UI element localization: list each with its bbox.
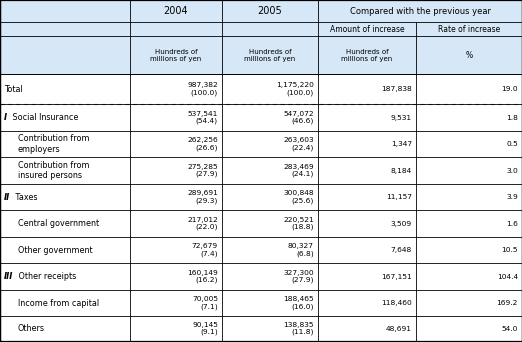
- Text: 300,848
(25.6): 300,848 (25.6): [283, 190, 314, 204]
- Text: II: II: [4, 193, 10, 201]
- Bar: [0, 22, 522, 36]
- Text: 7,648: 7,648: [391, 247, 412, 253]
- Text: 537,541
(54.4): 537,541 (54.4): [187, 111, 218, 124]
- Text: 1.6: 1.6: [506, 221, 518, 227]
- Text: 547,072
(46.6): 547,072 (46.6): [283, 111, 314, 124]
- Text: 262,256
(26.6): 262,256 (26.6): [187, 137, 218, 151]
- Bar: [0, 316, 522, 341]
- Bar: [0, 290, 522, 316]
- Text: Contribution from
insured persons: Contribution from insured persons: [18, 161, 89, 180]
- Text: 3.0: 3.0: [506, 168, 518, 174]
- Bar: [0, 74, 522, 104]
- Text: Other receipts: Other receipts: [16, 272, 76, 281]
- Text: Contribution from
employers: Contribution from employers: [18, 134, 89, 154]
- Text: Total: Total: [4, 85, 23, 94]
- Bar: [0, 36, 522, 74]
- Text: Taxes: Taxes: [13, 193, 38, 201]
- Bar: [0, 263, 522, 290]
- Text: 160,149
(16.2): 160,149 (16.2): [187, 270, 218, 284]
- Text: Others: Others: [18, 324, 45, 333]
- Text: 3,509: 3,509: [391, 221, 412, 227]
- Text: 48,691: 48,691: [386, 326, 412, 332]
- Text: 327,300
(27.9): 327,300 (27.9): [283, 270, 314, 284]
- Bar: [0, 157, 522, 184]
- Text: 19.0: 19.0: [501, 86, 518, 92]
- Text: Compared with the previous year: Compared with the previous year: [350, 6, 491, 15]
- Text: 289,691
(29.3): 289,691 (29.3): [187, 190, 218, 204]
- Text: 187,838: 187,838: [381, 86, 412, 92]
- Text: 3.9: 3.9: [506, 194, 518, 200]
- Text: 80,327
(6.8): 80,327 (6.8): [288, 244, 314, 257]
- Text: 1,347: 1,347: [391, 141, 412, 147]
- Text: III: III: [4, 272, 14, 281]
- Text: 9,531: 9,531: [391, 115, 412, 120]
- Text: Income from capital: Income from capital: [18, 299, 99, 307]
- Text: 283,469
(24.1): 283,469 (24.1): [283, 164, 314, 177]
- Bar: [0, 210, 522, 237]
- Text: 169.2: 169.2: [496, 300, 518, 306]
- Bar: [0, 131, 522, 157]
- Text: Amount of increase: Amount of increase: [330, 25, 405, 34]
- Text: 90,145
(9.1): 90,145 (9.1): [192, 322, 218, 336]
- Bar: [0, 0, 522, 22]
- Text: 220,521
(18.8): 220,521 (18.8): [283, 217, 314, 231]
- Bar: [0, 104, 522, 131]
- Text: 167,151: 167,151: [381, 274, 412, 280]
- Text: 10.5: 10.5: [502, 247, 518, 253]
- Text: 70,005
(7.1): 70,005 (7.1): [192, 297, 218, 310]
- Text: I: I: [4, 113, 7, 122]
- Text: Rate of increase: Rate of increase: [438, 25, 500, 34]
- Text: 138,835
(11.8): 138,835 (11.8): [283, 322, 314, 336]
- Text: 263,603
(22.4): 263,603 (22.4): [283, 137, 314, 151]
- Text: Hundreds of
millions of yen: Hundreds of millions of yen: [150, 49, 201, 62]
- Text: 2005: 2005: [258, 6, 282, 16]
- Bar: [0, 237, 522, 263]
- Text: Social Insurance: Social Insurance: [10, 113, 78, 122]
- Text: 217,012
(22.0): 217,012 (22.0): [187, 217, 218, 231]
- Text: 54.0: 54.0: [502, 326, 518, 332]
- Text: 1.8: 1.8: [506, 115, 518, 120]
- Text: Hundreds of
millions of yen: Hundreds of millions of yen: [341, 49, 393, 62]
- Text: 8,184: 8,184: [391, 168, 412, 174]
- Text: Other government: Other government: [18, 246, 92, 254]
- Text: Central government: Central government: [18, 219, 99, 228]
- Text: 188,465
(16.0): 188,465 (16.0): [283, 297, 314, 310]
- Text: 987,382
(100.0): 987,382 (100.0): [187, 82, 218, 96]
- Text: %: %: [466, 51, 472, 60]
- Text: 275,285
(27.9): 275,285 (27.9): [187, 164, 218, 177]
- Text: 118,460: 118,460: [381, 300, 412, 306]
- Bar: [0, 184, 522, 210]
- Text: 1,175,220
(100.0): 1,175,220 (100.0): [276, 82, 314, 96]
- Text: 2004: 2004: [164, 6, 188, 16]
- Text: 104.4: 104.4: [497, 274, 518, 280]
- Text: 0.5: 0.5: [506, 141, 518, 147]
- Text: Hundreds of
millions of yen: Hundreds of millions of yen: [244, 49, 295, 62]
- Text: 72,679
(7.4): 72,679 (7.4): [192, 244, 218, 257]
- Text: 11,157: 11,157: [386, 194, 412, 200]
